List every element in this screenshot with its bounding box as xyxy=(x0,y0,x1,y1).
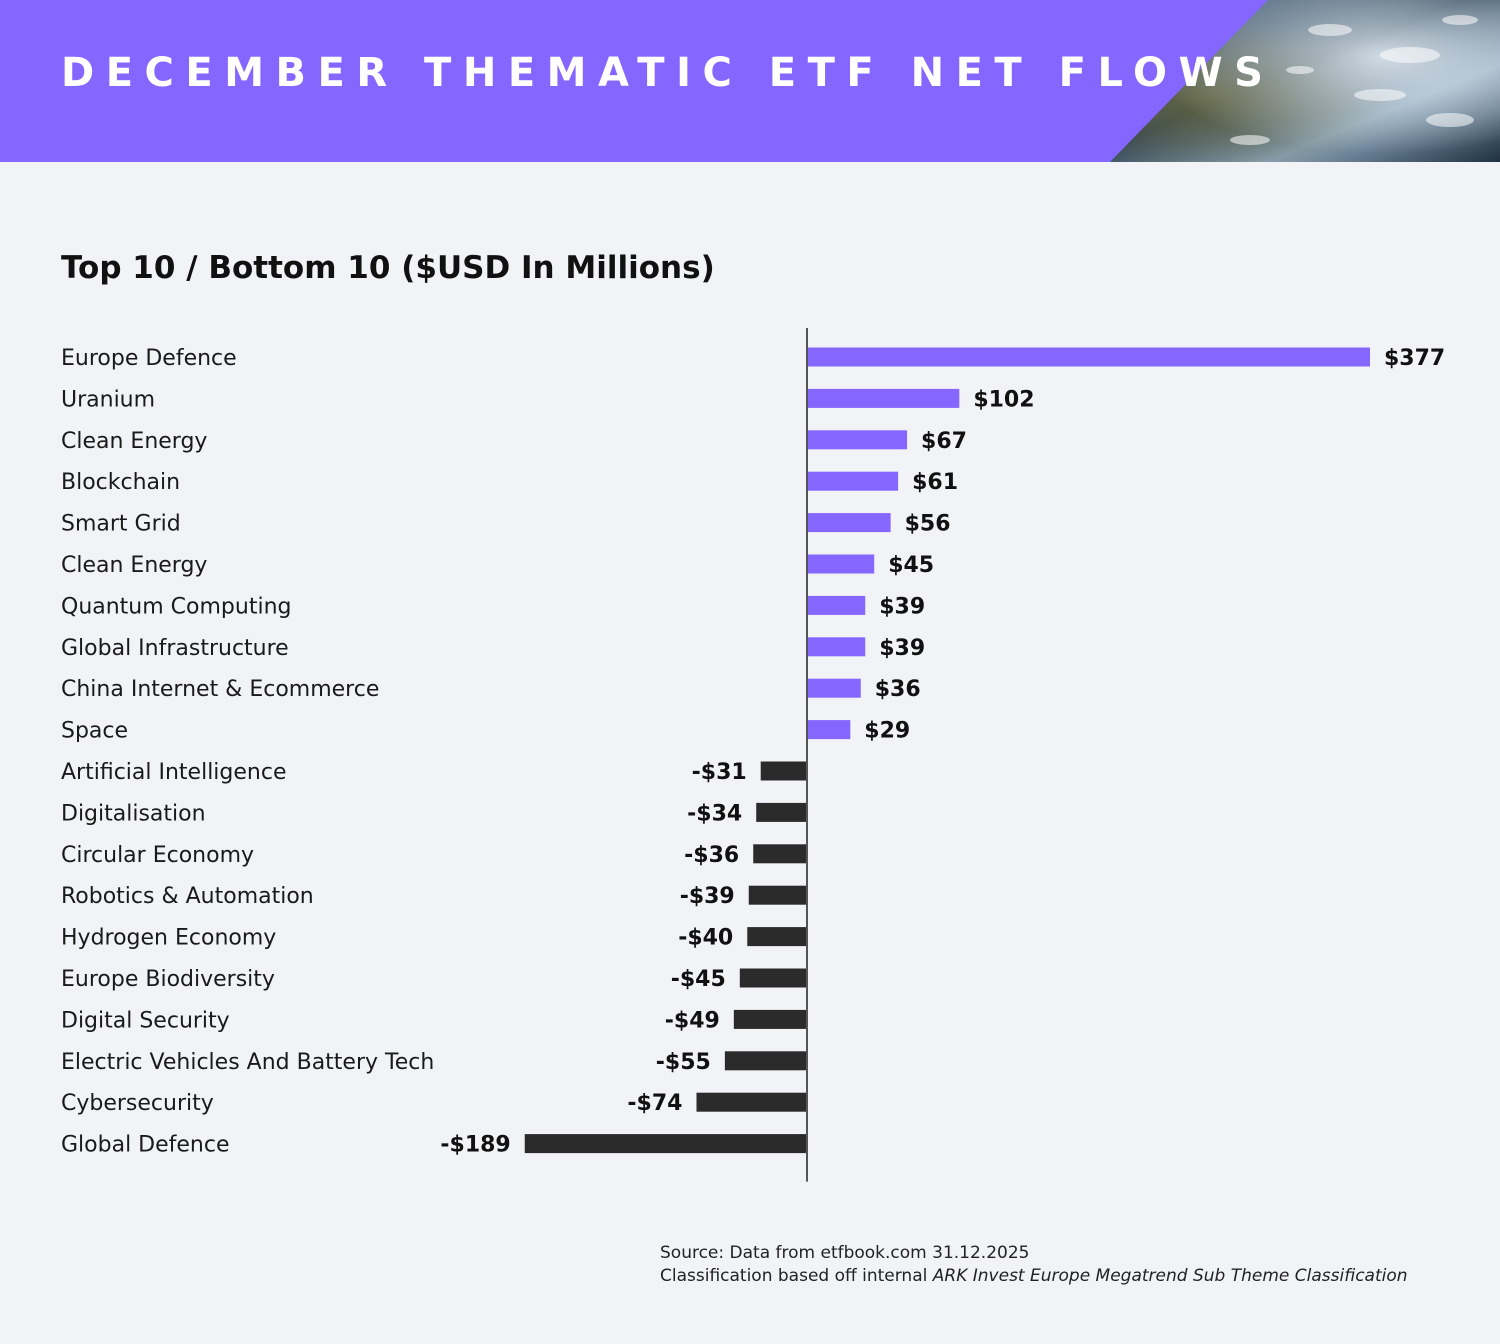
category-label-space: Space xyxy=(61,719,128,744)
category-label-blockchain: Blockchain xyxy=(61,470,180,495)
category-label-hydrogen-economy: Hydrogen Economy xyxy=(61,926,276,951)
bar-electric-vehicles-and-battery-tech xyxy=(724,1051,807,1071)
bar-hydrogen-economy xyxy=(747,927,807,947)
value-label-china-internet-ecommerce: $36 xyxy=(875,677,921,702)
bar-europe-defence xyxy=(807,347,1370,367)
category-label-cybersecurity: Cybersecurity xyxy=(61,1091,214,1116)
category-label-quantum-computing: Quantum Computing xyxy=(61,594,291,619)
classification-prefix: Classification based off internal xyxy=(660,1266,933,1286)
category-label-electric-vehicles-and-battery-tech: Electric Vehicles And Battery Tech xyxy=(61,1050,434,1075)
category-label-circular-economy: Circular Economy xyxy=(61,843,254,868)
category-label-artificial-intelligence: Artificial Intelligence xyxy=(61,760,287,785)
bar-quantum-computing xyxy=(807,595,866,615)
value-label-global-defence: -$189 xyxy=(440,1133,510,1158)
category-label-clean-energy: Clean Energy xyxy=(61,553,207,578)
value-label-clean-energy: $45 xyxy=(888,553,934,578)
value-label-electric-vehicles-and-battery-tech: -$55 xyxy=(656,1050,711,1075)
category-label-smart-grid: Smart Grid xyxy=(61,512,181,537)
value-label-cybersecurity: -$74 xyxy=(627,1091,682,1116)
value-label-clean-energy: $67 xyxy=(921,429,967,454)
category-label-digital-security: Digital Security xyxy=(61,1008,230,1033)
bar-digital-security xyxy=(733,1009,807,1029)
bar-china-internet-ecommerce xyxy=(807,678,861,698)
bar-global-infrastructure xyxy=(807,637,866,657)
header-banner: December Thematic ETF Net Flows xyxy=(0,0,1500,162)
category-label-europe-biodiversity: Europe Biodiversity xyxy=(61,967,275,992)
bar-cybersecurity xyxy=(696,1092,807,1112)
value-label-digitalisation: -$34 xyxy=(687,801,742,826)
value-label-artificial-intelligence: -$31 xyxy=(692,760,747,785)
bar-space xyxy=(807,720,851,740)
category-label-europe-defence: Europe Defence xyxy=(61,346,237,371)
bar-clean-energy xyxy=(807,430,908,450)
value-label-global-infrastructure: $39 xyxy=(879,636,925,661)
category-label-china-internet-ecommerce: China Internet & Ecommerce xyxy=(61,677,379,702)
value-label-quantum-computing: $39 xyxy=(879,594,925,619)
bar-smart-grid xyxy=(807,513,891,533)
category-label-digitalisation: Digitalisation xyxy=(61,801,206,826)
bar-digitalisation xyxy=(756,802,807,822)
bar-robotics-automation xyxy=(748,885,807,905)
value-label-uranium: $102 xyxy=(973,387,1034,412)
bar-europe-biodiversity xyxy=(739,968,807,988)
category-label-clean-energy: Clean Energy xyxy=(61,429,207,454)
bar-global-defence xyxy=(524,1134,807,1154)
value-label-europe-biodiversity: -$45 xyxy=(671,967,726,992)
bar-uranium xyxy=(807,388,960,408)
classification-name: ARK Invest Europe Megatrend Sub Theme Cl… xyxy=(932,1266,1408,1286)
category-label-robotics-automation: Robotics & Automation xyxy=(61,884,314,909)
bar-clean-energy xyxy=(807,554,875,574)
category-label-global-defence: Global Defence xyxy=(61,1133,230,1158)
value-label-digital-security: -$49 xyxy=(665,1008,720,1033)
value-label-hydrogen-economy: -$40 xyxy=(678,926,733,951)
value-label-blockchain: $61 xyxy=(912,470,958,495)
classification-line: Classification based off internal ARK In… xyxy=(660,1265,1408,1288)
value-label-europe-defence: $377 xyxy=(1384,346,1445,371)
water-photo-image xyxy=(1110,0,1500,162)
bar-artificial-intelligence xyxy=(760,761,807,781)
value-label-smart-grid: $56 xyxy=(905,512,951,537)
value-label-robotics-automation: -$39 xyxy=(680,884,735,909)
value-label-circular-economy: -$36 xyxy=(684,843,739,868)
source-line: Source: Data from etfbook.com 31.12.2025 xyxy=(660,1243,1030,1263)
bar-chart: Europe Defence $377 Uranium $102 Clean Energ… xyxy=(61,328,1445,1182)
page-title: December Thematic ETF Net Flows xyxy=(61,50,1275,96)
value-label-space: $29 xyxy=(864,719,910,744)
category-label-global-infrastructure: Global Infrastructure xyxy=(61,636,289,661)
category-label-uranium: Uranium xyxy=(61,387,155,412)
source-note: Source: Data from etfbook.com 31.12.2025… xyxy=(660,1242,1408,1288)
bar-blockchain xyxy=(807,471,899,491)
bar-circular-economy xyxy=(753,844,807,864)
chart-title: Top 10 / Bottom 10 ($USD In Millions) xyxy=(61,250,715,286)
